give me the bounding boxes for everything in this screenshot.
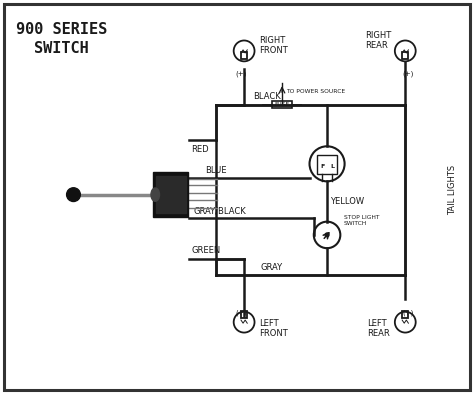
Bar [153,172,189,217]
Text: 900 SERIES: 900 SERIES [16,22,107,37]
Text: STOP LIGHT
SWITCH: STOP LIGHT SWITCH [344,215,380,226]
Circle shape [325,233,329,237]
Text: (+): (+) [402,309,413,316]
Circle shape [67,188,81,201]
Text: (+): (+) [235,71,246,77]
Text: L: L [330,164,334,169]
Text: GRAY/BLACK: GRAY/BLACK [193,206,246,215]
Text: FUSE: FUSE [274,102,290,107]
Text: GREEN: GREEN [191,246,220,255]
Bar [241,311,247,318]
Ellipse shape [151,188,159,201]
Bar [402,52,408,59]
Text: LEFT
REAR: LEFT REAR [367,319,390,338]
Bar [402,311,408,318]
Text: F: F [320,164,324,169]
Text: RIGHT
FRONT: RIGHT FRONT [259,35,288,55]
Text: TAIL LIGHTS: TAIL LIGHTS [448,165,457,215]
Text: GRAY: GRAY [260,263,283,272]
Text: (+): (+) [235,309,246,316]
Text: RED: RED [191,145,209,154]
Bar [272,101,292,108]
Bar [318,155,337,174]
Text: BLACK: BLACK [254,92,281,101]
Text: (+): (+) [402,71,413,77]
Bar [155,176,186,214]
Bar [241,52,247,59]
Text: YELLOW: YELLOW [330,197,365,206]
Text: TO POWER SOURCE: TO POWER SOURCE [286,89,345,94]
Text: LEFT
FRONT: LEFT FRONT [259,319,288,338]
Text: BLUE: BLUE [205,166,227,175]
Text: RIGHT
REAR: RIGHT REAR [365,31,391,50]
Text: SWITCH: SWITCH [34,41,89,56]
